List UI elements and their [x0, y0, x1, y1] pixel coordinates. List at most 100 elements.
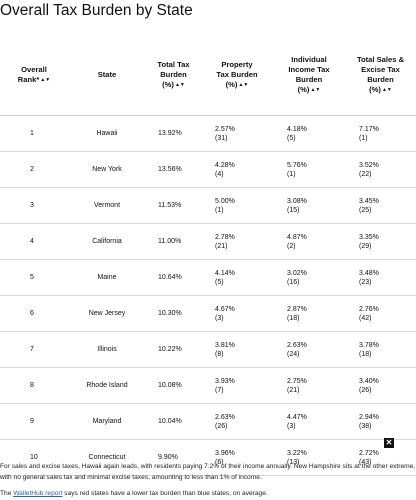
property-tax-cell-rank: (21) — [215, 242, 228, 250]
property-tax-cell: 3.93% (7) — [201, 367, 273, 404]
property-tax-cell-value: 2.57% — [215, 125, 235, 133]
wallethub-report-link[interactable]: WalletHub report — [13, 490, 63, 497]
header-line: Total Tax — [157, 60, 190, 69]
sales-tax-cell-value: 3.45% — [359, 197, 379, 205]
column-header-rank[interactable]: Overall Rank*▲▼ — [0, 35, 68, 116]
sales-tax-cell-rank: (1) — [359, 134, 368, 142]
total-burden-cell: 10.04% — [146, 403, 201, 440]
sales-tax-cell: 3.78% (18) — [345, 331, 416, 368]
rank-cell: 2 — [0, 151, 68, 188]
property-tax-cell-value: 3.81% — [215, 341, 235, 349]
sales-tax-cell: 7.17% (1) — [345, 115, 416, 152]
sort-icon[interactable]: ▲▼ — [174, 82, 185, 88]
sort-icon[interactable]: ▲▼ — [40, 77, 51, 83]
property-tax-cell-value: 4.28% — [215, 161, 235, 169]
sort-icon[interactable]: ▲▼ — [238, 82, 249, 88]
income-tax-cell-value: 3.22% — [287, 449, 307, 457]
footnote-paragraph: For sales and excise taxes, Hawaii again… — [0, 463, 416, 481]
header-line: Excise Tax — [361, 65, 400, 74]
income-tax-cell-rank: (18) — [287, 314, 300, 322]
rank-cell: 9 — [0, 403, 68, 440]
property-tax-cell: 3.81% (8) — [201, 331, 273, 368]
source-paragraph: The WalletHub report says red states hav… — [0, 488, 416, 499]
income-tax-cell-value: 3.02% — [287, 269, 307, 277]
sort-icon[interactable]: ▲▼ — [310, 87, 321, 93]
rank-cell: 4 — [0, 223, 68, 260]
property-tax-cell: 4.67% (3) — [201, 295, 273, 332]
table-row: 1 Hawaii 13.92% 2.57% (31) 4.18% (5) 7.17% (1) — [0, 115, 416, 152]
header-line: (%) — [225, 80, 238, 89]
income-tax-cell-rank: (16) — [287, 278, 300, 286]
property-tax-cell: 2.57% (31) — [201, 115, 273, 152]
header-line: Overall — [21, 65, 47, 74]
rank-cell: 5 — [0, 259, 68, 296]
state-cell: New Jersey — [68, 295, 146, 332]
table-row: 9 Maryland 10.04% 2.63% (26) 4.47% (3) 2.94% (38… — [0, 403, 416, 440]
total-burden-cell: 13.92% — [146, 115, 201, 152]
header-line: (%) — [297, 85, 310, 94]
total-burden-cell: 10.30% — [146, 295, 201, 332]
sales-tax-cell-value: 2.94% — [359, 413, 379, 421]
sales-tax-cell-value: 2.76% — [359, 305, 379, 313]
income-tax-cell-value: 2.63% — [287, 341, 307, 349]
table-header-row: Overall Rank*▲▼ State Total Tax Burden (… — [0, 35, 416, 116]
income-tax-cell: 4.47% (3) — [273, 403, 345, 440]
column-header-sales[interactable]: Total Sales & Excise Tax Burden (%)▲▼ — [345, 35, 416, 116]
sales-tax-cell: 3.52% (22) — [345, 151, 416, 188]
sales-tax-cell: 3.48% (23) — [345, 259, 416, 296]
income-tax-cell-rank: (15) — [287, 206, 300, 214]
state-cell: Illinois — [68, 331, 146, 368]
source-prefix: The — [0, 490, 14, 497]
income-tax-cell: 3.08% (15) — [273, 187, 345, 224]
table-row: 6 New Jersey 10.30% 4.67% (3) 2.87% (18) 2.76%(… — [0, 295, 416, 332]
property-tax-cell-rank: (6) — [215, 458, 224, 466]
total-burden-cell: 11.53% — [146, 187, 201, 224]
income-tax-cell-value: 4.87% — [287, 233, 307, 241]
property-tax-cell-rank: (1) — [215, 206, 224, 214]
header-line: Property — [221, 60, 253, 69]
column-header-state[interactable]: State — [68, 35, 146, 116]
close-icon[interactable]: ✕ — [384, 438, 394, 448]
income-tax-cell-value: 2.75% — [287, 377, 307, 385]
header-line: Tax Burden — [216, 70, 258, 79]
property-tax-cell-value: 3.96% — [215, 449, 235, 457]
column-header-total[interactable]: Total Tax Burden (%)▲▼ — [146, 35, 201, 116]
state-cell: Maryland — [68, 403, 146, 440]
table-row: 10 Connecticut 9.90% 3.96% (6) 3.22% (13) 2.72%… — [0, 439, 416, 476]
rank-cell: 10 — [0, 439, 68, 476]
header-line: Rank* — [17, 75, 40, 84]
header-line: State — [97, 70, 117, 79]
table-row: 3 Vermont 11.53% 5.00% (1) 3.08% (15) 3.45% (25) — [0, 187, 416, 224]
property-tax-cell: 2.63% (26) — [201, 403, 273, 440]
sales-tax-cell-value: 2.72% — [359, 449, 379, 457]
column-header-income[interactable]: Individual Income Tax Burden (%)▲▼ — [273, 35, 345, 116]
column-header-property[interactable]: Property Tax Burden (%)▲▼ — [201, 35, 273, 116]
property-tax-cell-value: 5.00% — [215, 197, 235, 205]
property-tax-cell-value: 2.78% — [215, 233, 235, 241]
rank-cell: 8 — [0, 367, 68, 404]
income-tax-cell-value: 2.87% — [287, 305, 307, 313]
rank-cell: 3 — [0, 187, 68, 224]
state-cell: California — [68, 223, 146, 260]
income-tax-cell-value: 3.08% — [287, 197, 307, 205]
total-burden-cell: 10.08% — [146, 367, 201, 404]
source-suffix: says red states have a lower tax burden … — [62, 490, 268, 497]
income-tax-cell: 2.87% (18) — [273, 295, 345, 332]
sort-icon[interactable]: ▲▼ — [381, 87, 392, 93]
state-cell: Connecticut — [68, 439, 146, 476]
sales-tax-cell-rank: (22) — [359, 170, 372, 178]
state-cell: Vermont — [68, 187, 146, 224]
sales-tax-cell: 2.76% (42) — [345, 295, 416, 332]
income-tax-cell: 4.87% (2) — [273, 223, 345, 260]
header-line: Individual — [291, 55, 327, 64]
sales-tax-cell-rank: (43) — [359, 458, 372, 466]
property-tax-cell: 3.96% (6) — [201, 439, 273, 476]
sales-tax-cell: 3.35% (29) — [345, 223, 416, 260]
income-tax-cell-rank: (3) — [287, 422, 296, 430]
header-line: (%) — [162, 80, 174, 89]
rank-cell: 7 — [0, 331, 68, 368]
property-tax-cell-rank: (7) — [215, 386, 224, 394]
page-title: Overall Tax Burden by State — [0, 2, 193, 19]
property-tax-cell: 4.14% (5) — [201, 259, 273, 296]
property-tax-cell-value: 2.63% — [215, 413, 235, 421]
